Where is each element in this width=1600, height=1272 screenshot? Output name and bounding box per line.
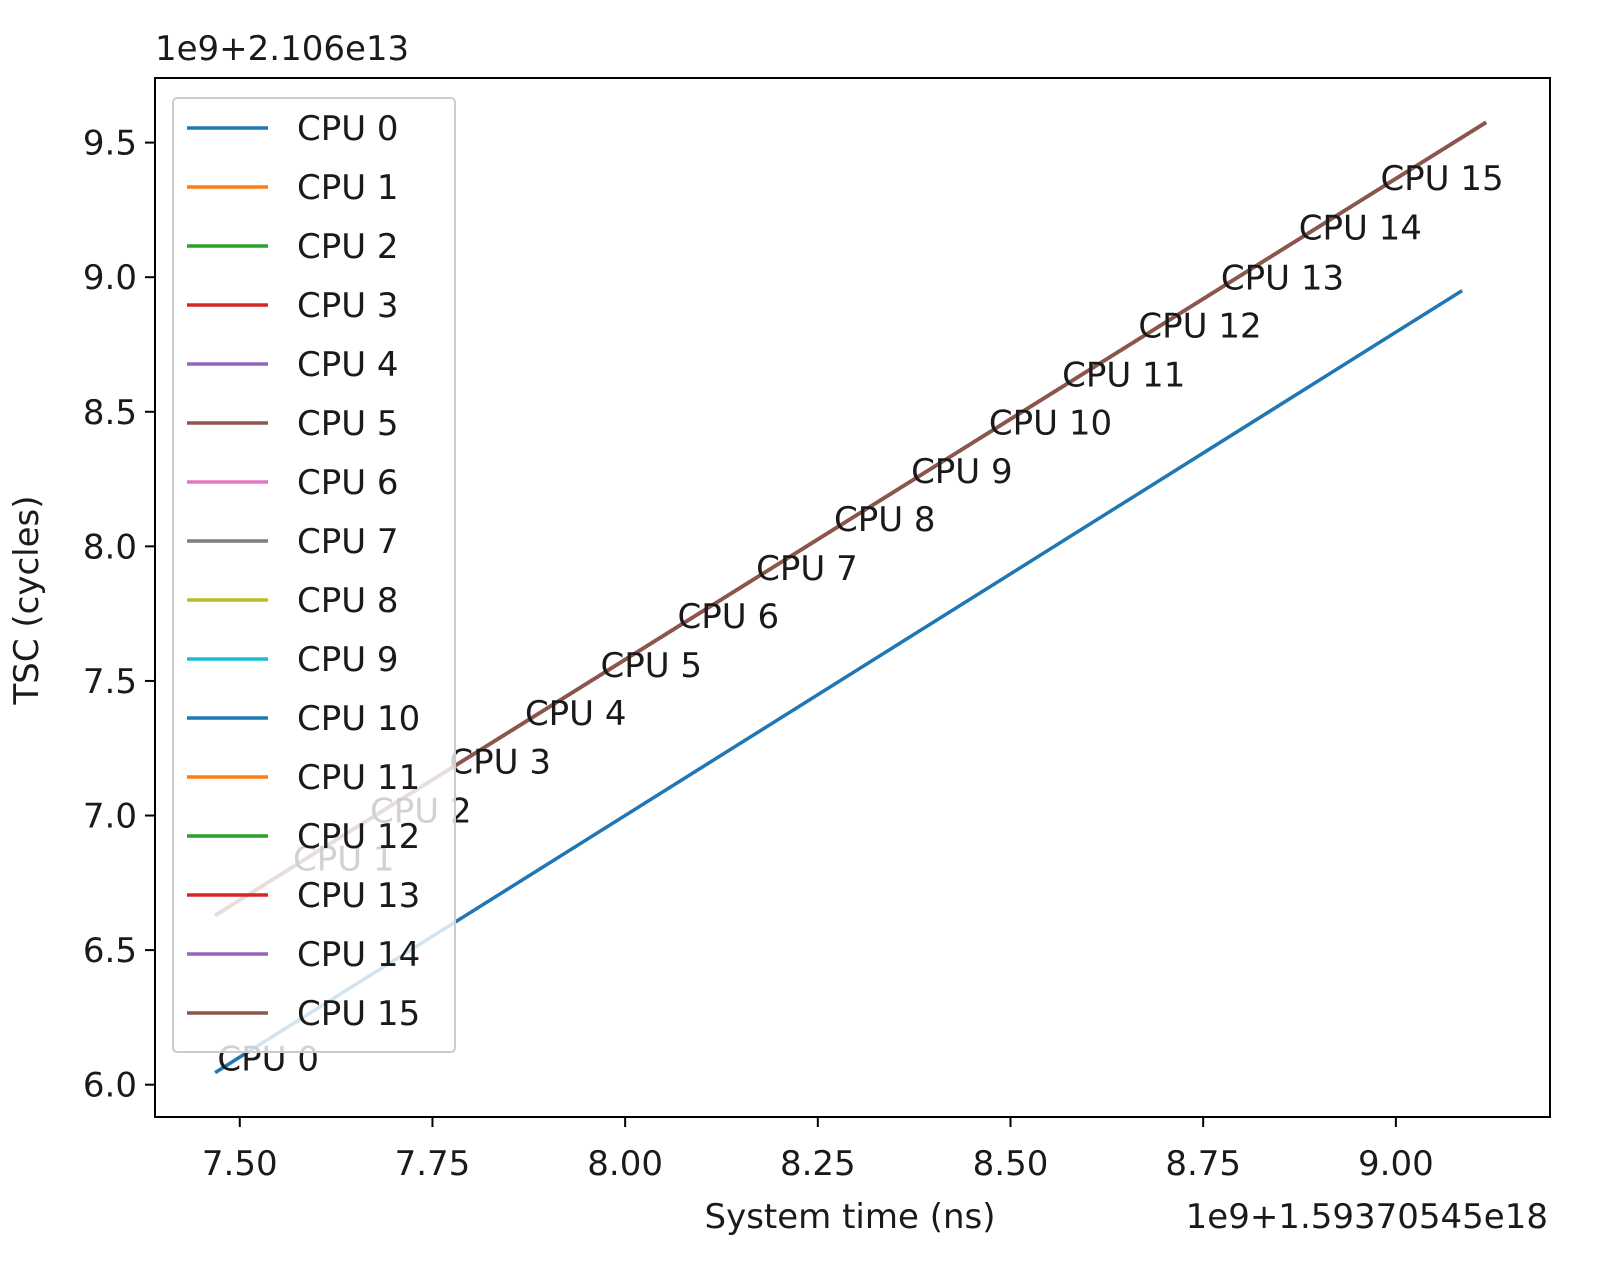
annotation: CPU 12 bbox=[1138, 306, 1261, 346]
y-tick-label: 6.5 bbox=[83, 931, 137, 971]
annotation: CPU 4 bbox=[525, 694, 627, 734]
y-offset: 1e9+2.106e13 bbox=[155, 29, 409, 69]
legend-label: CPU 4 bbox=[297, 345, 399, 385]
annotation: CPU 3 bbox=[449, 742, 551, 782]
annotation: CPU 11 bbox=[1062, 356, 1185, 396]
axes-frame bbox=[154, 77, 1551, 1118]
legend-label: CPU 8 bbox=[297, 581, 399, 621]
legend-label: CPU 10 bbox=[297, 699, 420, 739]
annotation: CPU 9 bbox=[911, 452, 1013, 492]
legend-label: CPU 14 bbox=[297, 935, 420, 975]
legend-label: CPU 15 bbox=[297, 994, 420, 1034]
x-tick-label: 7.75 bbox=[395, 1144, 471, 1184]
annotation: CPU 8 bbox=[834, 500, 936, 540]
legend-label: CPU 12 bbox=[297, 817, 420, 857]
legend-label: CPU 1 bbox=[297, 168, 399, 208]
y-tick-label: 7.5 bbox=[83, 662, 137, 702]
x-axis-label: System time (ns) bbox=[704, 1197, 995, 1237]
y-tick-label: 8.0 bbox=[83, 527, 137, 567]
legend-frame bbox=[172, 97, 456, 1053]
y-tick-label: 9.0 bbox=[83, 258, 137, 298]
x-tick-label: 7.50 bbox=[202, 1144, 278, 1184]
annotation: CPU 13 bbox=[1221, 258, 1344, 298]
y-tick-label: 7.0 bbox=[83, 797, 137, 837]
x-tick-label: 8.25 bbox=[780, 1144, 856, 1184]
y-tick-label: 9.5 bbox=[83, 124, 137, 164]
y-axis-label: TSC (cycles) bbox=[7, 495, 47, 705]
x-offset: 1e9+1.59370545e18 bbox=[1186, 1197, 1548, 1237]
legend-label: CPU 13 bbox=[297, 876, 420, 916]
legend-label: CPU 5 bbox=[297, 404, 399, 444]
annotation: CPU 14 bbox=[1299, 209, 1422, 249]
legend-label: CPU 0 bbox=[297, 109, 399, 149]
legend-label: CPU 2 bbox=[297, 227, 399, 267]
x-tick-label: 8.50 bbox=[973, 1144, 1049, 1184]
y-tick-label: 8.5 bbox=[83, 393, 137, 433]
legend-label: CPU 11 bbox=[297, 758, 420, 798]
annotation: CPU 5 bbox=[600, 646, 702, 686]
legend: CPU 0 CPU 1 CPU 2 CPU 3 CPU 4 CPU 5 CPU 6 CPU 7… bbox=[172, 97, 456, 1053]
annotation: CPU 7 bbox=[756, 549, 858, 589]
annotation: CPU 6 bbox=[678, 597, 780, 637]
legend-label: CPU 7 bbox=[297, 522, 399, 562]
x-tick-label: 9.00 bbox=[1358, 1144, 1434, 1184]
x-tick-label: 8.75 bbox=[1165, 1144, 1241, 1184]
x-tick-label: 8.00 bbox=[587, 1144, 663, 1184]
y-tick-label: 6.0 bbox=[83, 1066, 137, 1106]
legend-label: CPU 9 bbox=[297, 640, 399, 680]
annotation: CPU 15 bbox=[1380, 159, 1503, 199]
legend-label: CPU 3 bbox=[297, 286, 399, 326]
legend-label: CPU 6 bbox=[297, 463, 399, 503]
annotation: CPU 10 bbox=[989, 404, 1112, 444]
